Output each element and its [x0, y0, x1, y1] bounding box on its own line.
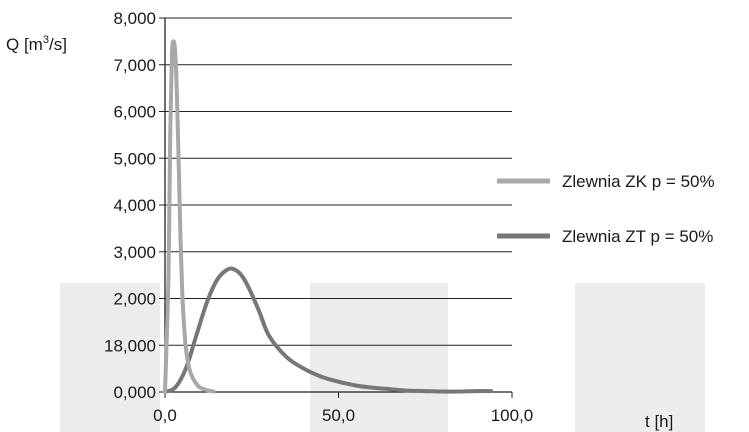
grid-lines — [165, 17, 512, 346]
series-line-zk — [163, 39, 216, 394]
series-line-zt — [163, 266, 494, 394]
y-tick-label: 7,000 — [113, 56, 156, 75]
x-tick-labels: 0,0 50,0 100,0 — [153, 392, 533, 425]
legend: Zlewnia ZK p = 50% Zlewnia ZT p = 50% — [497, 172, 715, 246]
y-axis-label: Q [m3/s] — [6, 34, 67, 54]
y-tick-label: 6,000 — [113, 103, 156, 122]
y-tick-label: 18,000 — [104, 336, 156, 355]
legend-label: Zlewnia ZK p = 50% — [562, 172, 715, 191]
x-tick-label: 0,0 — [153, 406, 177, 425]
y-tick-label: 8,000 — [113, 9, 156, 28]
series-group — [163, 39, 494, 394]
x-tick-label: 50,0 — [322, 406, 355, 425]
y-tick-label: 3,000 — [113, 243, 156, 262]
y-tick-label: 2,000 — [113, 290, 156, 309]
y-tick-label: 5,000 — [113, 149, 156, 168]
x-axis-label: t [h] — [645, 412, 673, 431]
background-watermark — [60, 283, 705, 432]
y-tick-label: 4,000 — [113, 196, 156, 215]
legend-label: Zlewnia ZT p = 50% — [562, 227, 713, 246]
y-tick-labels: 0,000 18,000 2,000 3,000 4,000 5,000 6,000 7,00… — [104, 9, 165, 402]
y-tick-label: 0,000 — [113, 383, 156, 402]
x-tick-label: 100,0 — [491, 406, 534, 425]
